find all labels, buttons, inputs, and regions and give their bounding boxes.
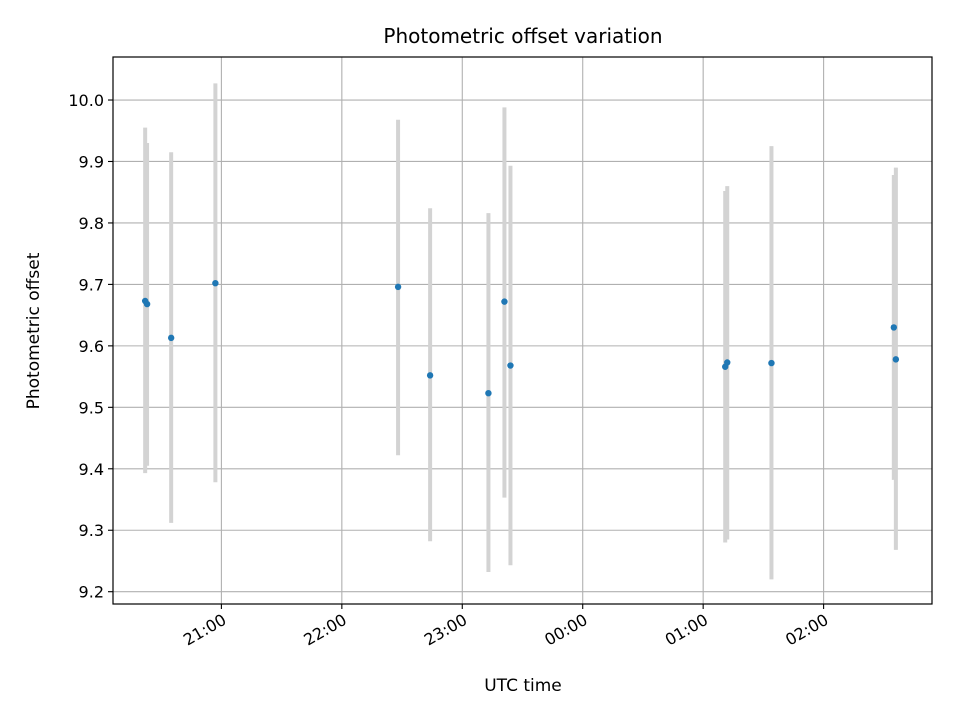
y-tick-label: 9.7 [79, 275, 104, 294]
data-point [724, 359, 731, 366]
plot-frame [112, 56, 933, 605]
data-point [501, 298, 508, 305]
data-point [768, 359, 775, 367]
x-axis-title: UTC time [484, 676, 562, 696]
data-point [167, 334, 175, 342]
y-tick-label: 9.6 [79, 337, 104, 356]
y-axis-title: Photometric offset [24, 252, 44, 409]
chart-title: Photometric offset variation [383, 24, 662, 48]
y-tick-label: 9.3 [79, 521, 104, 540]
grid-lines [113, 57, 932, 604]
data-point [485, 389, 492, 397]
y-tick-label: 9.9 [79, 152, 104, 171]
data-point [212, 279, 219, 287]
data-point [143, 300, 151, 308]
y-tick-label: 9.4 [79, 460, 104, 479]
data-point [507, 362, 514, 369]
y-tick-label: 10.0 [68, 91, 104, 110]
data-point [890, 324, 898, 331]
y-tick-label: 9.2 [79, 583, 104, 602]
data-point [394, 283, 402, 291]
data-point [892, 356, 900, 363]
data-point [426, 372, 434, 379]
y-tick-label: 9.8 [79, 214, 104, 233]
data-points [141, 279, 900, 397]
y-axis-ticks: 9.2 9.3 9.4 9.5 9.6 9.7 9.8 9.9 10.0 [68, 91, 113, 602]
y-tick-label: 9.5 [79, 398, 104, 417]
